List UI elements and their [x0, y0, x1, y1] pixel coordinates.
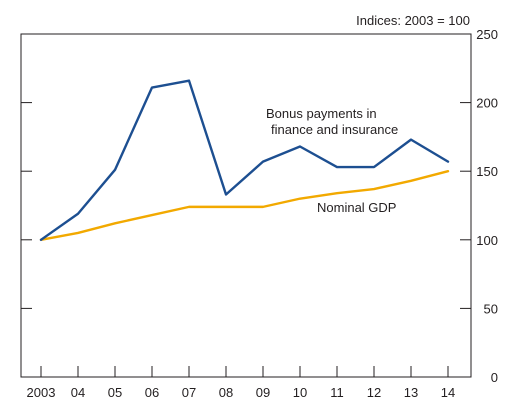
- x-tick-label-14: 14: [441, 385, 455, 400]
- y-tick-label-0: 0: [491, 370, 498, 385]
- y-tick-label-50: 50: [484, 301, 498, 316]
- bonus-series-label-line-2: finance and insurance: [271, 122, 398, 137]
- y-tick-label-100: 100: [476, 233, 498, 248]
- x-tick-label-08: 08: [219, 385, 233, 400]
- plot-frame: [20, 33, 472, 378]
- bonus-payments-line: [39, 79, 450, 242]
- nominal-gdp-line: [39, 169, 450, 242]
- gdp-series-label: Nominal GDP: [317, 200, 396, 215]
- x-tick-label-09: 09: [256, 385, 270, 400]
- y-axis-units-label: Indices: 2003 = 100: [356, 13, 470, 28]
- bonus-series-label-line-1: Bonus payments in: [266, 106, 377, 121]
- x-tick-label-10: 10: [293, 385, 307, 400]
- bonus-series-label: Bonus payments in finance and insurance: [266, 106, 398, 137]
- x-tick-label-2003: 2003: [27, 385, 56, 400]
- x-tick-label-04: 04: [71, 385, 85, 400]
- y-tick-label-200: 200: [476, 96, 498, 111]
- x-tick-label-12: 12: [367, 385, 381, 400]
- x-axis-ticks: 2003 04 05 06 07 08 09 10 11 12 13 14: [27, 366, 455, 400]
- x-tick-label-13: 13: [404, 385, 418, 400]
- series-lines: [39, 79, 450, 242]
- y-axis-ticks: 0 50 100 150 200 250: [21, 27, 498, 385]
- y-tick-label-150: 150: [476, 164, 498, 179]
- x-tick-label-05: 05: [108, 385, 122, 400]
- y-tick-label-250: 250: [476, 27, 498, 42]
- x-tick-label-07: 07: [182, 385, 196, 400]
- x-tick-label-06: 06: [145, 385, 159, 400]
- x-tick-label-11: 11: [330, 385, 344, 400]
